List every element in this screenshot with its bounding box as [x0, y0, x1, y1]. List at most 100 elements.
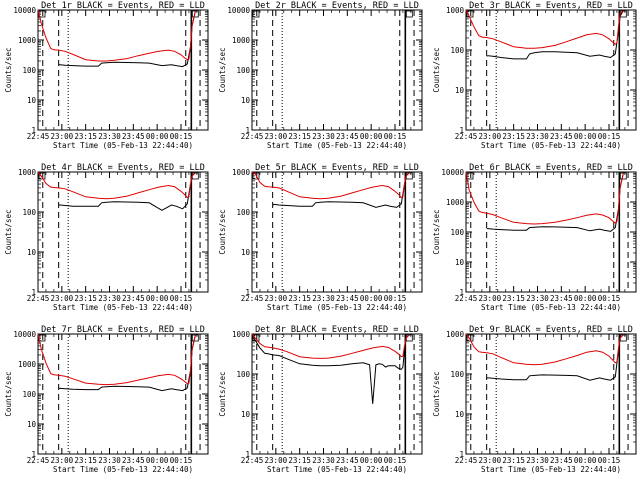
x-tick-label: 23:15 [502, 132, 525, 141]
x-tick-label: 22:45 [27, 456, 50, 465]
y-tick-label: 1 [31, 450, 36, 459]
series-line-lld [251, 171, 410, 200]
y-tick-label: 100 [236, 208, 250, 217]
y-tick-label: 10 [27, 248, 37, 257]
x-tick-label: 22:45 [241, 456, 264, 465]
x-tick-label: 00:00 [360, 456, 383, 465]
series-line-events [486, 10, 624, 60]
x-tick-label: 00:15 [170, 294, 193, 303]
x-tick-label: 00:15 [384, 294, 407, 303]
y-tick-label: 1 [31, 288, 36, 297]
y-axis-label: Counts/sec [432, 47, 441, 92]
plot-frame [251, 171, 423, 293]
x-tick-label: 22:45 [27, 294, 50, 303]
x-tick-label: 00:00 [146, 132, 169, 141]
x-tick-label: 22:45 [455, 456, 478, 465]
series-line-events [272, 172, 410, 208]
y-tick-label: 10 [455, 258, 465, 267]
x-tick-label: 00:00 [146, 294, 169, 303]
corner-marker [405, 10, 413, 18]
panel-title: Det 9r BLACK = Events, RED = LLD [469, 325, 633, 335]
corner-marker [619, 334, 627, 342]
corner-marker [252, 10, 260, 18]
series-line-events [486, 173, 624, 232]
x-tick-label: 23:15 [74, 456, 97, 465]
x-tick-label: 00:00 [360, 294, 383, 303]
plot-frame [251, 333, 423, 455]
corner-marker [38, 334, 46, 342]
x-tick-label: 22:45 [27, 132, 50, 141]
x-tick-label: 23:00 [479, 294, 502, 303]
x-tick-label: 23:30 [312, 132, 335, 141]
x-tick-label: 00:15 [170, 456, 193, 465]
x-tick-label: 23:00 [51, 294, 74, 303]
y-axis-label: Counts/sec [4, 209, 13, 254]
x-axis-label: Start Time (05-Feb-13 22:44:40) [481, 141, 621, 150]
y-tick-label: 1000 [232, 168, 251, 177]
corner-marker [619, 172, 627, 180]
panel-title: Det 7r BLACK = Events, RED = LLD [41, 325, 205, 335]
y-tick-label: 10 [241, 96, 251, 105]
x-tick-label: 23:00 [479, 132, 502, 141]
chart-panel-9: Det 9r BLACK = Events, RED = LLD 1 10 100 10… [432, 325, 637, 474]
y-tick-label: 100 [22, 390, 36, 399]
x-tick-label: 00:15 [598, 132, 621, 141]
chart-panel-7: Det 7r BLACK = Events, RED = LLD 1 10 100 10… [4, 325, 209, 474]
chart-panel-3: Det 3r BLACK = Events, RED = LLD 1 10 100 10… [432, 1, 637, 150]
y-tick-label: 100 [236, 370, 250, 379]
series-line-lld [37, 333, 196, 386]
y-tick-label: 10000 [227, 6, 250, 15]
x-tick-label: 23:15 [74, 294, 97, 303]
y-tick-label: 1 [245, 126, 250, 135]
plot-frame [465, 9, 637, 131]
x-axis-label: Start Time (05-Feb-13 22:44:40) [481, 465, 621, 474]
y-tick-label: 1 [459, 450, 464, 459]
y-tick-label: 1 [459, 288, 464, 297]
x-axis-label: Start Time (05-Feb-13 22:44:40) [481, 303, 621, 312]
panel-title: Det 8r BLACK = Events, RED = LLD [255, 325, 419, 335]
plot-frame [37, 9, 209, 131]
series-line-events [58, 172, 196, 211]
x-tick-label: 00:00 [146, 456, 169, 465]
x-tick-label: 23:30 [312, 456, 335, 465]
chart-panel-4: Det 4r BLACK = Events, RED = LLD 1 10 100 10… [4, 163, 209, 312]
y-tick-label: 1000 [18, 168, 37, 177]
corner-marker [252, 172, 260, 180]
y-tick-label: 1000 [446, 198, 465, 207]
x-tick-label: 22:45 [241, 132, 264, 141]
x-tick-label: 00:15 [384, 456, 407, 465]
series-line-lld [465, 333, 624, 366]
corner-marker [405, 334, 413, 342]
x-axis-label: Start Time (05-Feb-13 22:44:40) [267, 303, 407, 312]
y-tick-label: 1000 [446, 6, 465, 15]
corner-marker [466, 334, 474, 342]
y-tick-label: 1000 [18, 36, 37, 45]
x-tick-label: 22:45 [455, 132, 478, 141]
y-tick-label: 1000 [446, 330, 465, 339]
x-tick-label: 00:15 [598, 456, 621, 465]
y-tick-label: 10 [241, 248, 251, 257]
x-tick-label: 23:30 [98, 132, 121, 141]
x-tick-label: 23:00 [51, 456, 74, 465]
x-tick-label: 23:45 [122, 456, 145, 465]
x-tick-label: 23:15 [288, 456, 311, 465]
x-tick-label: 23:15 [74, 132, 97, 141]
series-line-lld [37, 171, 196, 200]
x-axis-label: Start Time (05-Feb-13 22:44:40) [53, 303, 193, 312]
x-tick-label: 23:15 [288, 294, 311, 303]
y-tick-label: 1000 [18, 360, 37, 369]
y-tick-label: 1000 [232, 36, 251, 45]
y-tick-label: 10000 [13, 6, 36, 15]
series-line-events [486, 334, 624, 381]
panel-title: Det 2r BLACK = Events, RED = LLD [255, 1, 419, 11]
plot-frame [465, 171, 637, 293]
y-tick-label: 100 [22, 66, 36, 75]
series-line-lld [465, 171, 624, 225]
x-tick-label: 00:15 [598, 294, 621, 303]
x-tick-label: 23:30 [526, 132, 549, 141]
y-tick-label: 10 [455, 86, 465, 95]
x-tick-label: 23:00 [479, 456, 502, 465]
y-axis-label: Counts/sec [218, 209, 227, 254]
y-tick-label: 1 [459, 126, 464, 135]
